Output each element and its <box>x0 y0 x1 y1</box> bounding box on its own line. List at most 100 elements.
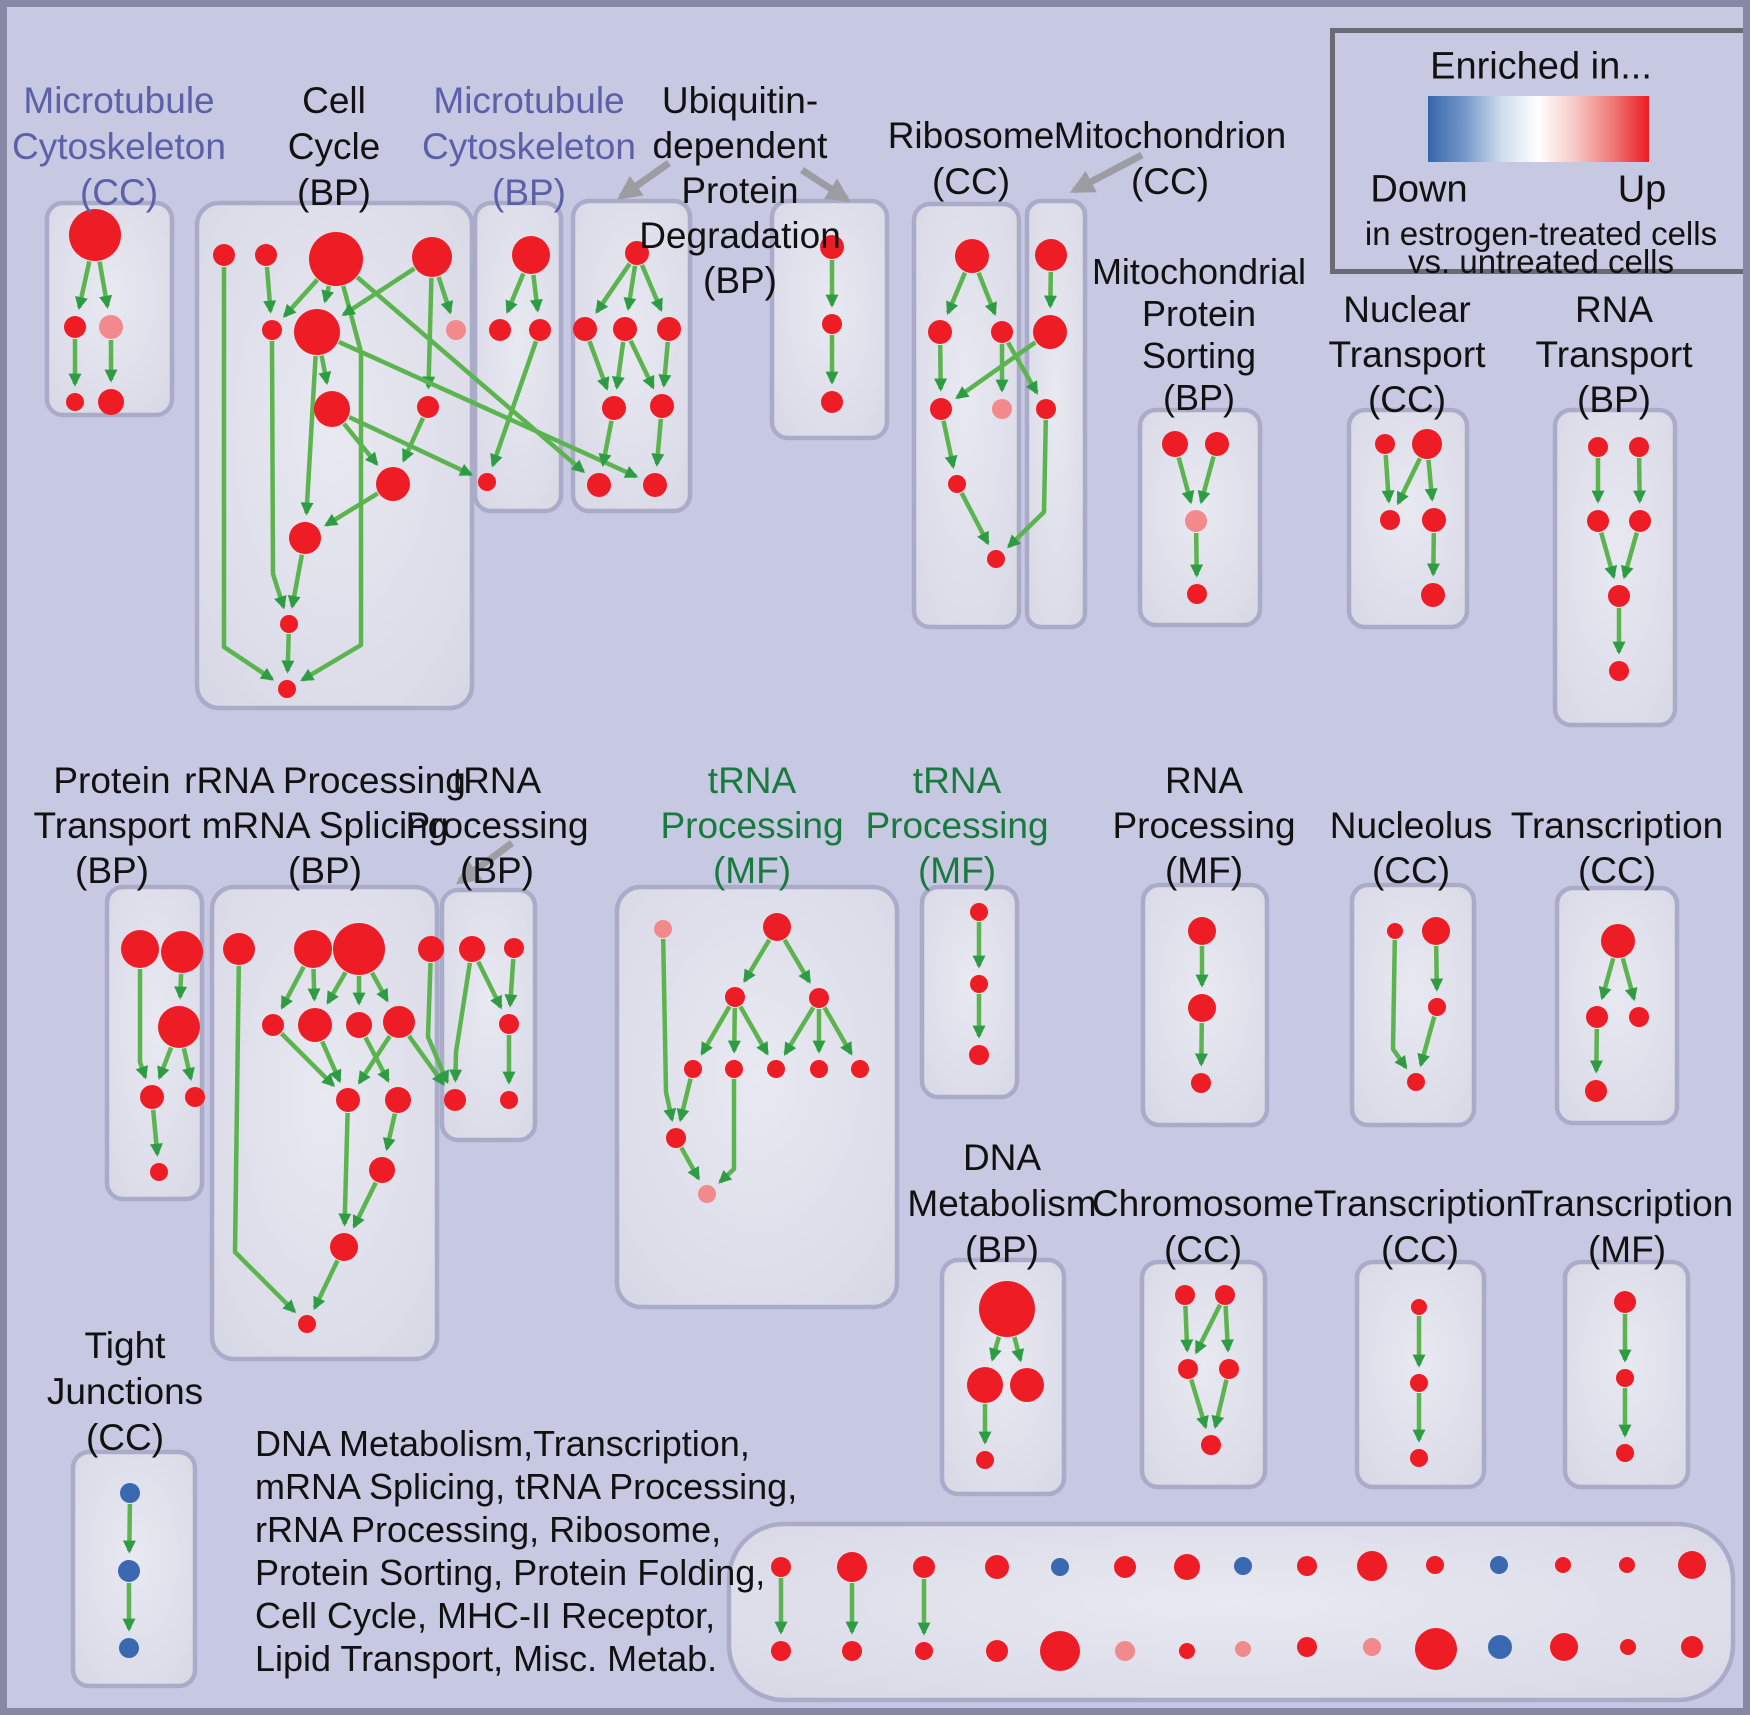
go-term-node <box>948 475 966 493</box>
edge-arrow <box>401 416 426 463</box>
go-term-node <box>418 936 444 962</box>
go-term-node <box>280 615 298 633</box>
go-term-node <box>294 930 332 968</box>
go-term-node <box>842 1641 862 1661</box>
label-mps: Mitochondrial Protein Sorting (BP) <box>1091 251 1307 419</box>
go-term-node <box>1609 661 1629 681</box>
go-term-node <box>1187 584 1207 604</box>
go-term-node <box>1205 432 1229 456</box>
go-term-node <box>1619 1557 1635 1573</box>
edge-arrow <box>1424 459 1438 502</box>
label-transcc2: Transcription (CC) <box>1313 1182 1527 1270</box>
edge-arrow <box>1176 456 1195 505</box>
go-term-node <box>987 550 1005 568</box>
edge-arrow <box>595 262 632 314</box>
edge-arrow <box>174 973 188 1000</box>
go-term-node <box>955 239 989 273</box>
label-trnabp: tRNA Processing (BP) <box>405 759 589 891</box>
edge-arrow <box>326 971 348 1005</box>
go-term-node <box>1114 1556 1136 1578</box>
go-term-node <box>512 236 550 274</box>
legend-subtitle-line2: vs. untreated cells <box>1408 243 1674 280</box>
edge-arrow <box>529 274 543 313</box>
go-term-node <box>120 1483 140 1503</box>
go-term-node <box>385 1087 411 1113</box>
go-term-node <box>587 473 611 497</box>
edge-arrow <box>1598 957 1616 1001</box>
edge-arrow <box>312 1259 340 1311</box>
edge-arrow <box>449 962 473 1083</box>
go-term-node <box>1587 510 1609 532</box>
edge-arrow <box>1189 1378 1209 1430</box>
go-term-node <box>1297 1637 1317 1657</box>
edge-arrow <box>382 1113 398 1152</box>
go-term-node <box>1620 1639 1636 1655</box>
go-term-node <box>1035 239 1067 271</box>
edge-arrow <box>337 339 639 479</box>
go-term-node <box>121 930 159 968</box>
go-term-node <box>684 1060 702 1078</box>
go-term-node <box>602 396 626 420</box>
edge-arrow <box>1211 1379 1229 1430</box>
go-term-node <box>915 1642 933 1660</box>
go-term-node <box>158 1006 200 1048</box>
edge-arrow <box>157 1046 174 1080</box>
go-term-node <box>1162 431 1188 457</box>
edge-arrow <box>1620 531 1639 580</box>
edge-arrow <box>587 340 610 391</box>
go-term-node <box>771 1557 791 1577</box>
go-term-node <box>529 319 551 341</box>
go-term-node <box>1179 1643 1195 1659</box>
go-term-node <box>1219 1359 1239 1379</box>
edge-arrow <box>281 633 295 674</box>
cluster-box-dna <box>939 1257 1067 1497</box>
go-term-node <box>119 1638 139 1658</box>
go-term-node <box>278 680 296 698</box>
go-term-node <box>336 1088 360 1112</box>
go-term-node <box>985 1555 1009 1579</box>
go-term-node <box>725 987 745 1007</box>
edge-arrow <box>425 962 450 1084</box>
go-term-node <box>969 1045 989 1065</box>
go-term-node <box>851 1060 869 1078</box>
edge-arrow <box>97 261 113 309</box>
go-term-node <box>810 1060 828 1078</box>
go-term-node <box>1363 1638 1381 1656</box>
go-term-node <box>1115 1641 1135 1661</box>
go-term-node <box>500 1091 518 1109</box>
edge-arrow <box>232 965 297 1314</box>
edge-arrow <box>660 938 677 1122</box>
cluster-box-trnamf <box>614 884 900 1310</box>
go-term-node <box>314 391 350 427</box>
go-term-node <box>725 1060 743 1078</box>
go-term-node <box>1033 315 1067 349</box>
go-term-node <box>1678 1551 1706 1579</box>
go-term-node <box>262 1014 284 1036</box>
go-term-node <box>666 1128 686 1148</box>
edge-arrow <box>341 266 416 317</box>
go-term-node <box>346 1012 372 1038</box>
edge-arrow <box>934 344 948 392</box>
edge-arrow <box>783 1006 816 1056</box>
go-term-node <box>412 237 452 277</box>
go-term-node <box>1422 508 1446 532</box>
edge-arrow <box>476 960 503 1010</box>
go-term-node <box>1188 994 1216 1022</box>
go-term-node <box>289 522 321 554</box>
go-term-node <box>69 209 121 261</box>
go-term-node <box>255 244 277 266</box>
go-term-node <box>150 1163 168 1181</box>
go-term-node <box>185 1087 205 1107</box>
go-term-node <box>657 317 681 341</box>
go-term-node <box>1410 1374 1428 1392</box>
go-term-node <box>654 920 672 938</box>
edge-arrow <box>1194 1022 1208 1067</box>
edge-arrow <box>1620 957 1638 1002</box>
edge-arrow <box>357 1034 392 1085</box>
go-term-node <box>459 936 485 962</box>
go-term-node <box>1614 1291 1636 1313</box>
go-term-node <box>1188 917 1216 945</box>
label-trnamf: tRNA Processing (MF) <box>660 759 844 891</box>
label-nuctrans: Nuclear Transport (CC) <box>1328 288 1486 420</box>
go-term-node <box>991 321 1013 343</box>
